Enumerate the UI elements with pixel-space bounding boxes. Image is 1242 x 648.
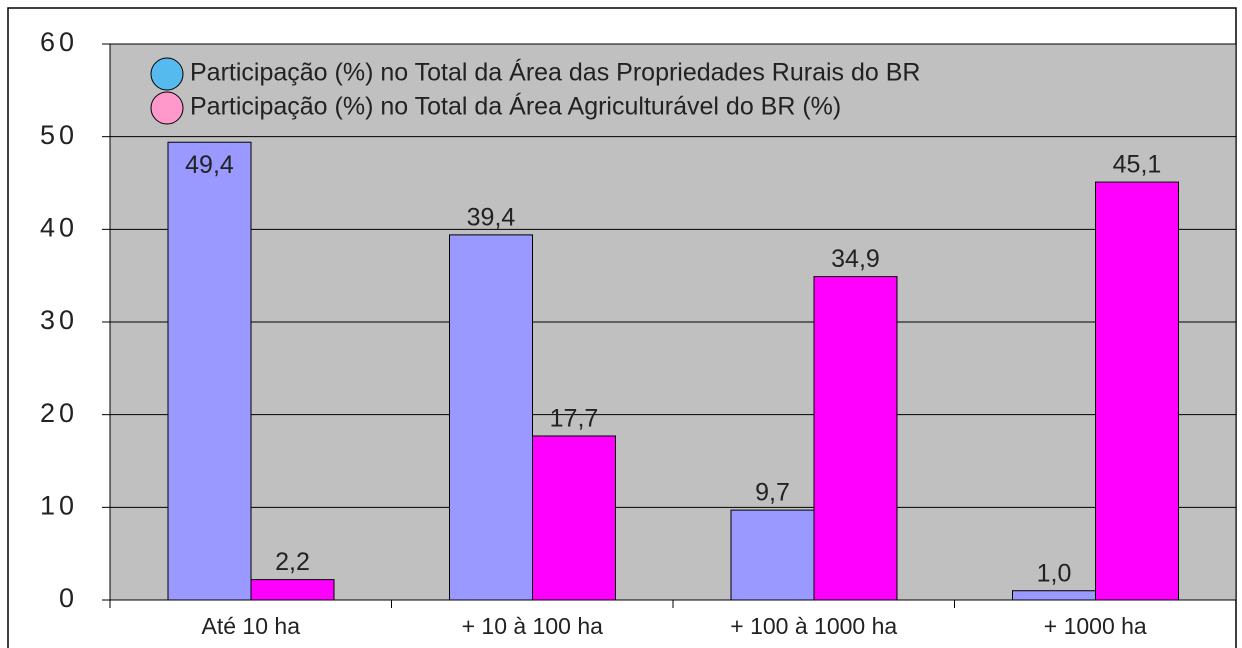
y-tick-label: 30 xyxy=(40,305,78,335)
bar xyxy=(449,234,533,601)
bar xyxy=(813,276,898,601)
bar xyxy=(250,579,335,601)
bar xyxy=(167,141,252,601)
data-label: 1,0 xyxy=(1037,559,1072,587)
y-tick-label: 0 xyxy=(59,583,78,613)
data-label: 49,4 xyxy=(185,151,234,179)
bar xyxy=(1012,590,1096,601)
data-label: 17,7 xyxy=(550,405,599,433)
y-tick-label: 10 xyxy=(40,490,78,520)
y-tick-label: 20 xyxy=(40,398,78,428)
legend-label: Participação (%) no Total da Área das Pr… xyxy=(190,58,920,87)
legend-marker xyxy=(150,57,184,91)
bar xyxy=(730,509,815,601)
x-tick-label: + 1000 ha xyxy=(1044,613,1147,639)
y-tick-label: 40 xyxy=(40,212,78,242)
bar xyxy=(532,435,616,601)
x-tick-label: + 10 à 100 ha xyxy=(462,613,604,639)
data-label: 2,2 xyxy=(275,548,310,576)
y-tick-label: 60 xyxy=(40,27,78,57)
y-tick-label: 50 xyxy=(40,120,78,150)
data-label: 9,7 xyxy=(755,479,790,507)
data-label: 39,4 xyxy=(467,204,516,232)
data-label: 34,9 xyxy=(831,245,880,273)
legend-marker xyxy=(150,91,184,125)
data-label: 45,1 xyxy=(1113,151,1162,179)
bar xyxy=(1095,181,1179,601)
x-tick-label: Até 10 ha xyxy=(202,613,301,639)
legend-label: Participação (%) no Total da Área Agricu… xyxy=(190,92,841,121)
x-tick-label: + 100 à 1000 ha xyxy=(730,613,897,639)
